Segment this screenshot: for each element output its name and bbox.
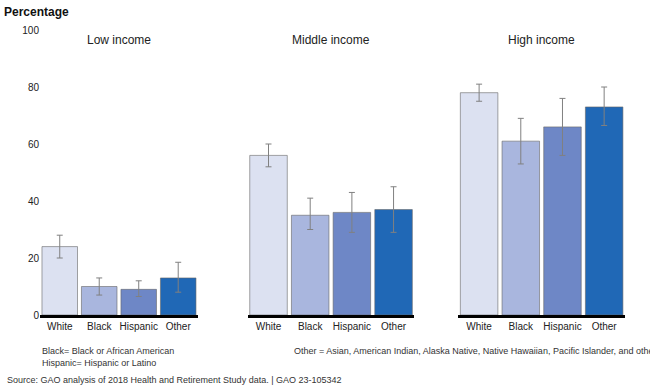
svg-text:Hispanic: Hispanic: [333, 321, 371, 332]
svg-text:Hispanic: Hispanic: [543, 321, 581, 332]
svg-text:Black: Black: [298, 321, 323, 332]
svg-text:20: 20: [28, 253, 40, 264]
svg-text:Low income: Low income: [87, 33, 151, 47]
svg-text:0: 0: [33, 310, 39, 321]
svg-text:80: 80: [28, 82, 40, 93]
svg-text:White: White: [256, 321, 282, 332]
svg-text:Black: Black: [509, 321, 534, 332]
svg-text:Middle income: Middle income: [292, 33, 370, 47]
svg-text:Other: Other: [166, 321, 192, 332]
svg-text:Other = Asian, American Indian: Other = Asian, American Indian, Alaska N…: [294, 346, 650, 356]
svg-text:Black= Black or African Americ: Black= Black or African AmericanHispanic…: [42, 346, 174, 368]
svg-text:40: 40: [28, 196, 40, 207]
svg-text:White: White: [466, 321, 492, 332]
svg-text:High income: High income: [508, 33, 575, 47]
svg-text:60: 60: [28, 139, 40, 150]
svg-text:White: White: [47, 321, 73, 332]
svg-text:Other: Other: [381, 321, 407, 332]
svg-text:Hispanic: Hispanic: [120, 321, 158, 332]
svg-text:100: 100: [22, 25, 39, 36]
svg-text:Percentage: Percentage: [4, 5, 69, 19]
svg-text:Other: Other: [592, 321, 618, 332]
svg-text:Source: GAO analysis of 2018 H: Source: GAO analysis of 2018 Health and …: [7, 375, 342, 385]
svg-text:Black: Black: [87, 321, 112, 332]
